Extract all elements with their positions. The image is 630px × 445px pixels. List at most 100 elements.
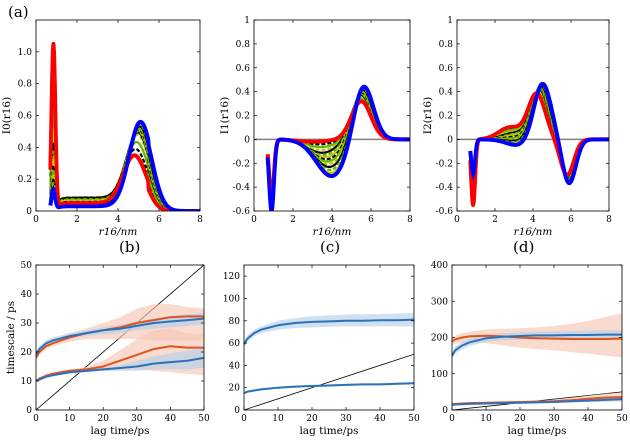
y-tick-label: 0.2 (18, 175, 32, 185)
series-line-blue-lower (244, 382, 414, 395)
y-tick-label: 0 (442, 406, 448, 416)
x-tick-label: 30 (131, 414, 143, 424)
x-tick-label: 4 (530, 215, 536, 225)
axes-frame (35, 264, 205, 411)
y-tick-label: -0.4 (436, 183, 454, 193)
x-tick-label: 50 (616, 414, 628, 424)
chart-I0: 0 2 4 6 8 0 0.2 0.4 0.6 0.8 1.0 r16/nm I0(r16) (1, 19, 203, 238)
axes-frame (243, 264, 415, 411)
plot-area (254, 84, 410, 211)
y-tick-label: 0.4 (18, 143, 33, 153)
y-tick-label: 100 (431, 370, 448, 380)
x-tick-label: 0 (449, 414, 455, 424)
series-intermediate-I2 (469, 90, 609, 201)
series-line-blue-upper (244, 318, 414, 345)
y-tick-label: 1.0 (18, 48, 33, 58)
chart-d: 0 10 20 30 40 50 0 100 200 300 400 lag time/ps (431, 261, 628, 437)
x-tick-label: 8 (197, 215, 203, 225)
y-tick-label: 60 (229, 339, 241, 349)
y-tick-label: 120 (223, 272, 240, 282)
x-tick-label: 0 (33, 414, 39, 424)
x-tick-label: 0 (454, 215, 460, 225)
x-tick-label: 4 (115, 215, 121, 225)
y-tick-label: 30 (21, 319, 33, 329)
y-axis-label: I1(r16) (219, 97, 231, 134)
series-last-line-I0 (48, 120, 200, 211)
panel-label-c: (c) (320, 238, 340, 256)
x-tick-label: 0 (251, 215, 257, 225)
x-tick-label: 20 (306, 414, 318, 424)
x-tick-label: 8 (407, 215, 413, 225)
y-tick-label: 0.2 (236, 112, 250, 122)
x-tick-label: 10 (272, 414, 284, 424)
y-tick-label: 300 (431, 297, 448, 307)
x-axis-label: r16/nm (313, 226, 352, 238)
x-tick-label: 20 (514, 414, 526, 424)
y-tick-label: 20 (229, 384, 241, 394)
series-first-I2 (468, 91, 609, 207)
axes-frame (253, 19, 411, 212)
x-tick-label: 40 (582, 414, 594, 424)
series-intermediate-I2 (469, 91, 609, 204)
plot-area (48, 41, 200, 211)
panel-label-a: (a) (8, 3, 29, 21)
y-tick-label: -0.2 (233, 159, 250, 169)
chart-c: 0 10 20 30 40 50 0 20 40 60 80 100 120 lag time/ps (223, 264, 420, 437)
series-line-blue-lower (452, 398, 622, 406)
x-axis-label: lag time/ps (507, 425, 566, 437)
y-tick-label: 0.8 (18, 80, 33, 90)
series-first-I0 (48, 41, 200, 211)
y-tick-label: 0.8 (236, 40, 251, 50)
series-intermediate-I1 (266, 92, 410, 206)
y-tick-label: 0.4 (439, 88, 454, 98)
x-tick-label: 50 (198, 414, 210, 424)
series-line-blue-lower (36, 356, 204, 382)
panel-label-d: (d) (513, 238, 534, 256)
y-tick-label: 0.4 (236, 88, 251, 98)
x-tick-label: 40 (165, 414, 177, 424)
x-tick-label: 50 (408, 414, 420, 424)
x-tick-label: 30 (340, 414, 352, 424)
series-first-line-I2 (468, 91, 609, 206)
y-tick-label: 0 (26, 406, 32, 416)
x-tick-label: 6 (568, 215, 574, 225)
y-tick-label: 10 (21, 377, 33, 387)
series-last-line-I2 (468, 82, 609, 185)
x-tick-label: 0 (33, 215, 39, 225)
x-axis-label: lag time/ps (90, 425, 149, 437)
y-axis-label: timescale / ps (5, 301, 17, 374)
x-axis-label: r16/nm (99, 226, 138, 238)
y-tick-label: 1 (244, 16, 250, 26)
y-tick-label: 0.2 (439, 112, 453, 122)
y-tick-label: 40 (21, 290, 33, 300)
x-axis-label: lag time/ps (299, 425, 358, 437)
y-tick-label: 0 (234, 406, 240, 416)
y-tick-label: 100 (223, 294, 240, 304)
x-tick-label: 40 (374, 414, 386, 424)
confidence-band-blue-upper (36, 312, 204, 358)
series-first-line-I0 (48, 43, 200, 211)
x-tick-label: 10 (64, 414, 76, 424)
x-axis-label: r16/nm (514, 226, 553, 238)
series-intermediate-I2 (469, 89, 609, 198)
x-tick-label: 4 (329, 215, 335, 225)
chart-I2: 0 2 4 6 8 -0.6 -0.4 -0.2 0 0.2 0.4 0.6 0.8 1 r16/nm I2(… (422, 16, 612, 238)
series-last-line-I1 (265, 84, 410, 211)
y-tick-label: 200 (431, 334, 448, 344)
y-tick-label: 0.6 (236, 64, 251, 74)
confidence-band-blue-lower (36, 347, 204, 383)
diagonal-line (244, 353, 414, 410)
series-line-orange-upper (452, 334, 622, 343)
y-tick-label: 400 (431, 261, 448, 271)
y-tick-label: 0 (244, 135, 250, 145)
plot-area (457, 81, 609, 207)
series-intermediate-I0 (49, 71, 200, 211)
panel-label-b: (b) (119, 238, 140, 256)
chart-b: 0 10 20 30 40 50 0 10 20 30 40 50 lag time/ps timesca… (5, 261, 210, 437)
y-tick-label: 0.8 (439, 40, 454, 50)
y-tick-label: 0.6 (18, 112, 33, 122)
y-axis-label: I2(r16) (422, 97, 434, 134)
x-tick-label: 20 (97, 414, 109, 424)
x-tick-label: 8 (606, 215, 612, 225)
